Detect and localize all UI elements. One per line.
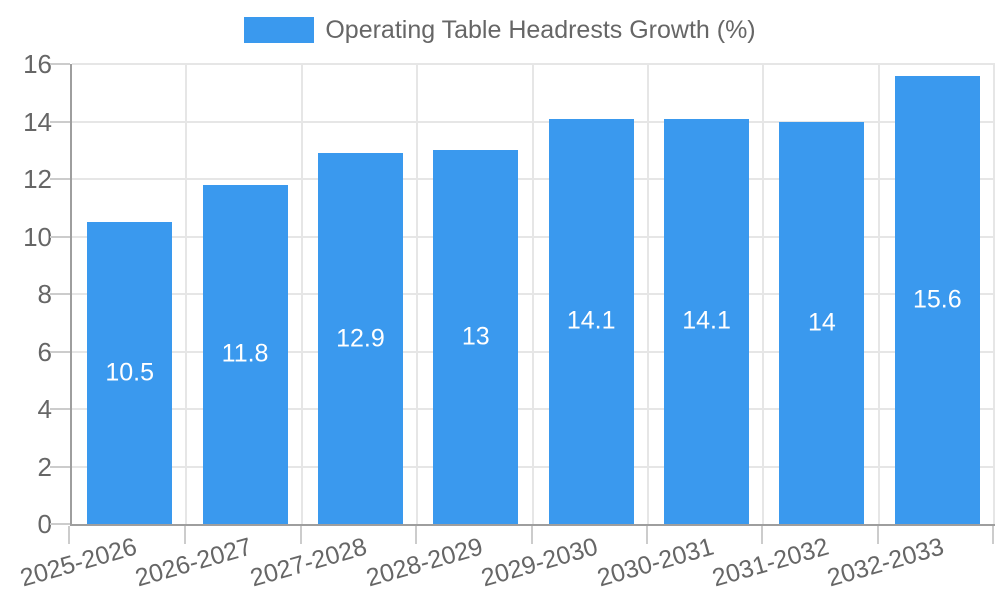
- y-tick-mark: [50, 408, 70, 410]
- plot-area: 10.5 11.8 12.9 13 14.1 14.1 14 15.6: [70, 63, 995, 526]
- gridline-vertical: [301, 64, 303, 524]
- y-axis-tick-label: 0: [37, 509, 52, 539]
- gridline-vertical: [993, 64, 995, 524]
- bar-value-label: 11.8: [221, 339, 269, 368]
- legend-item[interactable]: Operating Table Headrests Growth (%): [0, 16, 1000, 44]
- bar-value-label: 14.1: [566, 306, 616, 335]
- y-axis-tick-label: 2: [37, 451, 52, 482]
- bar[interactable]: 13: [433, 150, 519, 524]
- gridline-vertical: [185, 64, 187, 524]
- y-tick-mark: [50, 523, 70, 525]
- y-tick-mark: [50, 350, 70, 353]
- x-tick-mark: [415, 526, 417, 544]
- y-tick-mark: [50, 465, 70, 468]
- bar-value-label: 13: [461, 322, 490, 351]
- bar[interactable]: 10.5: [87, 222, 173, 524]
- y-axis-tick-label: 4: [37, 394, 52, 424]
- y-axis-tick-label: 16: [23, 49, 52, 79]
- gridline-vertical: [878, 64, 880, 524]
- y-tick-mark: [50, 178, 70, 180]
- bar-value-label: 14: [808, 308, 836, 337]
- legend-swatch: [244, 17, 315, 43]
- bar-value-label: 14.1: [682, 306, 731, 335]
- bar-value-label: 12.9: [336, 324, 385, 353]
- x-tick-mark: [761, 526, 763, 544]
- y-tick-mark: [50, 63, 70, 65]
- y-axis-tick-label: 14: [23, 106, 52, 137]
- y-axis-tick-label: 12: [23, 164, 52, 194]
- bar-value-label: 10.5: [105, 358, 155, 387]
- y-axis-tick-label: 6: [37, 336, 52, 367]
- x-tick-mark: [184, 526, 186, 544]
- bar[interactable]: 14.1: [664, 118, 750, 524]
- x-tick-mark: [877, 526, 879, 544]
- x-tick-mark: [992, 526, 994, 544]
- y-tick-mark: [50, 235, 70, 238]
- bar[interactable]: 15.6: [894, 75, 980, 524]
- legend-label: Operating Table Headrests Growth (%): [325, 16, 756, 44]
- gridline-vertical: [647, 64, 649, 524]
- gridline-vertical: [762, 64, 764, 524]
- bar[interactable]: 14: [779, 121, 865, 524]
- bar[interactable]: 11.8: [202, 184, 288, 524]
- y-tick-mark: [50, 120, 70, 123]
- y-axis-tick-label: 10: [23, 221, 52, 252]
- bar-value-label: 15.6: [912, 285, 962, 314]
- x-tick-mark: [531, 526, 533, 544]
- x-tick-mark: [646, 526, 648, 544]
- x-tick-mark: [300, 526, 302, 544]
- bar[interactable]: 14.1: [548, 118, 634, 524]
- x-tick-mark: [68, 526, 70, 544]
- y-tick-mark: [50, 293, 70, 295]
- gridline-vertical: [532, 64, 534, 524]
- y-axis-tick-label: 8: [37, 279, 52, 309]
- bar[interactable]: 12.9: [317, 153, 403, 524]
- gridline-vertical: [416, 64, 418, 524]
